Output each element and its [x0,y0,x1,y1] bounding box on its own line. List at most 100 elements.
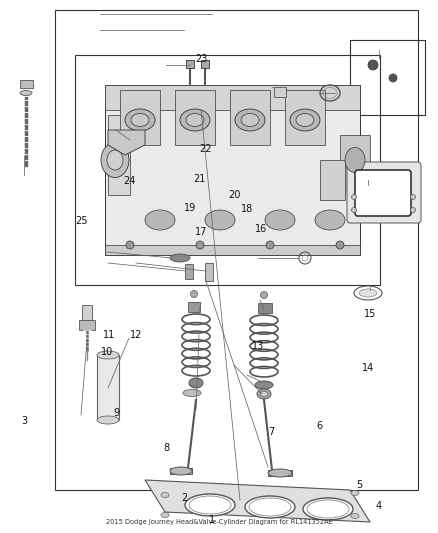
Text: 16: 16 [254,224,267,234]
Ellipse shape [266,241,274,249]
Text: 20: 20 [228,190,240,199]
Bar [105,245,360,255]
Ellipse shape [296,114,314,126]
Bar [350,40,425,115]
Bar [79,320,95,330]
Ellipse shape [131,114,149,126]
Bar [82,305,92,320]
Ellipse shape [97,416,119,424]
Ellipse shape [359,289,377,297]
FancyBboxPatch shape [347,162,421,223]
Ellipse shape [191,290,198,297]
Ellipse shape [352,195,357,199]
Ellipse shape [101,142,129,177]
Ellipse shape [368,60,378,70]
Ellipse shape [20,91,32,95]
Ellipse shape [189,378,203,388]
Ellipse shape [255,381,273,389]
Ellipse shape [125,109,155,131]
Text: 6: 6 [317,422,323,431]
Bar [320,160,345,200]
Ellipse shape [185,494,235,516]
Ellipse shape [145,210,175,230]
Ellipse shape [351,490,359,496]
Ellipse shape [410,207,416,213]
Text: 24: 24 [123,176,135,186]
Bar [97,355,119,420]
Text: 2015 Dodge Journey Head&Valve-Cylinder Diagram for RL141352AE: 2015 Dodge Journey Head&Valve-Cylinder D… [106,519,332,525]
Bar [120,90,160,145]
Ellipse shape [410,195,416,199]
Text: 10: 10 [101,347,113,357]
Text: 19: 19 [184,203,197,213]
Bar [188,302,200,312]
Ellipse shape [186,114,204,126]
Text: 17: 17 [195,227,208,237]
Bar [20,80,33,88]
Text: 25: 25 [75,216,87,226]
Ellipse shape [161,492,169,497]
Bar [285,90,325,145]
Ellipse shape [336,241,344,249]
Text: 4: 4 [376,502,382,511]
Ellipse shape [180,109,210,131]
Text: 18: 18 [241,205,254,214]
Ellipse shape [261,292,268,298]
Ellipse shape [161,513,169,518]
Ellipse shape [352,207,357,213]
Polygon shape [268,470,292,476]
Text: 9: 9 [113,408,119,418]
Text: 8: 8 [163,443,170,453]
Ellipse shape [183,390,201,397]
Bar [185,264,193,279]
Text: 5: 5 [356,480,362,490]
Ellipse shape [170,467,192,475]
Ellipse shape [260,392,268,397]
Polygon shape [105,85,360,110]
Ellipse shape [345,148,365,173]
Ellipse shape [315,210,345,230]
Bar [340,135,370,190]
Polygon shape [145,480,370,522]
Ellipse shape [241,114,259,126]
Text: 3: 3 [21,416,27,426]
Bar [258,303,272,313]
Ellipse shape [196,241,204,249]
Bar [108,115,130,195]
Ellipse shape [257,389,271,399]
Ellipse shape [265,210,295,230]
Ellipse shape [245,496,295,518]
Bar [55,10,418,490]
Ellipse shape [205,210,235,230]
Ellipse shape [107,150,123,170]
Text: 13: 13 [252,342,265,351]
Polygon shape [170,468,192,474]
Bar [230,90,270,145]
Ellipse shape [290,109,320,131]
Bar [201,60,209,68]
Text: 1: 1 [209,515,215,524]
Text: 15: 15 [364,310,376,319]
Ellipse shape [268,469,292,477]
Ellipse shape [303,498,353,520]
Bar [175,90,215,145]
Bar [75,55,380,285]
Ellipse shape [126,241,134,249]
Ellipse shape [389,74,397,82]
Text: 2: 2 [181,494,187,503]
Polygon shape [108,130,145,155]
Ellipse shape [351,513,359,519]
Bar [205,263,213,281]
FancyBboxPatch shape [355,170,411,216]
Bar [105,85,360,255]
Text: 21: 21 [193,174,205,183]
Text: 14: 14 [362,363,374,373]
Ellipse shape [97,351,119,359]
Bar [186,60,194,68]
Ellipse shape [235,109,265,131]
Text: 12: 12 [130,330,142,340]
Text: 11: 11 [102,330,115,340]
Text: 7: 7 [268,427,275,437]
Text: 22: 22 [200,144,212,154]
Text: 23: 23 [195,54,208,63]
